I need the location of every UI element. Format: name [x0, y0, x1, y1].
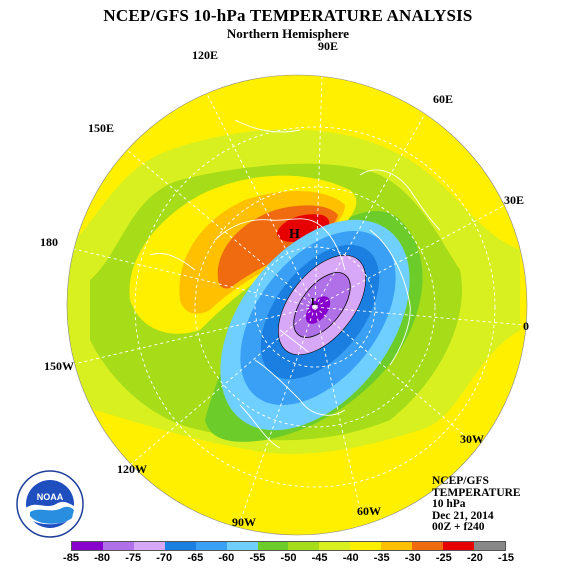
- colorbar-tick-label: -40: [342, 552, 359, 564]
- low-marker: L: [311, 297, 318, 308]
- info-model: NCEP/GFS: [432, 475, 489, 487]
- latlon-grid: [69, 75, 526, 523]
- coastlines: [149, 119, 441, 449]
- lon-label-30e: 30E: [504, 193, 525, 207]
- colorbar-segment: [133, 542, 165, 550]
- colorbar-tick-label: -45: [311, 552, 328, 564]
- colorbar-segment: [381, 542, 413, 550]
- colorbar-tick-label: -20: [466, 552, 483, 564]
- colorbar-tick-label: -15: [498, 552, 514, 564]
- colorbar-tick-label: -70: [156, 552, 173, 564]
- lon-label-120w: 120W: [117, 462, 147, 476]
- lon-label-60e: 60E: [433, 92, 454, 106]
- colorbar-segment: [443, 542, 474, 550]
- colorbar-segment: [412, 542, 444, 550]
- colorbar-tick-label: -50: [280, 552, 297, 564]
- lon-label-60w: 60W: [357, 504, 381, 518]
- noaa-logo-text: NOAA: [37, 492, 64, 502]
- colorbar-segment: [102, 542, 134, 550]
- colorbar-segment: [195, 542, 227, 550]
- info-date: Dec 21, 2014: [432, 509, 494, 522]
- colorbar-segment: [319, 542, 351, 550]
- colorbar-tick-label: -25: [435, 552, 452, 564]
- colorbar-segment: [257, 542, 289, 550]
- map-boundary: [66, 74, 528, 536]
- noaa-logo: NOAA: [16, 470, 84, 538]
- info-field: TEMPERATURE: [432, 486, 521, 499]
- lon-label-0: 0: [523, 319, 529, 333]
- colorbar-tick-label: -80: [94, 552, 111, 564]
- high-marker: H: [289, 227, 300, 242]
- lon-label-120e: 120E: [192, 48, 219, 62]
- colorbar-tick-label: -30: [404, 552, 421, 564]
- lon-label-90e: 90E: [318, 39, 339, 53]
- info-level: 10 hPa: [432, 498, 466, 510]
- lon-label-90w: 90W: [232, 515, 256, 529]
- contour-line: [293, 272, 351, 338]
- lon-label-30w: 30W: [460, 432, 484, 446]
- colorbar-segment: [72, 542, 103, 550]
- lon-label-180: 180: [40, 235, 58, 249]
- colorbar: [71, 541, 506, 551]
- info-run: 00Z + f240: [432, 521, 485, 533]
- colorbar-segment: [473, 542, 505, 550]
- colorbar-tick-label: -75: [125, 552, 142, 564]
- colorbar-tick-label: -60: [218, 552, 235, 564]
- page-title: NCEP/GFS 10-hPa TEMPERATURE ANALYSIS: [103, 6, 473, 25]
- colorbar-tick-label: -55: [249, 552, 266, 564]
- colorbar-tick-label: -35: [373, 552, 390, 564]
- lon-label-150e: 150E: [88, 121, 115, 135]
- temperature-field: H L: [67, 75, 527, 535]
- colorbar-tick-label: -85: [63, 552, 79, 564]
- colorbar-segment: [164, 542, 196, 550]
- colorbar-segment: [226, 542, 258, 550]
- contour-line: [277, 254, 367, 356]
- band-minus85: [305, 296, 331, 324]
- colorbar-segment: [288, 542, 320, 550]
- colorbar-segment: [350, 542, 382, 550]
- lon-label-150w: 150W: [44, 359, 74, 373]
- page-subtitle: Northern Hemisphere: [226, 26, 350, 41]
- colorbar-labels: -85 -80 -75 -70 -65 -60 -55 -50 -45 -40 -35 -30 -25 -…: [0, 552, 576, 566]
- map-info-block: NCEP/GFS TEMPERATURE 10 hPa Dec 21, 2014…: [432, 475, 521, 534]
- colorbar-tick-label: -65: [187, 552, 204, 564]
